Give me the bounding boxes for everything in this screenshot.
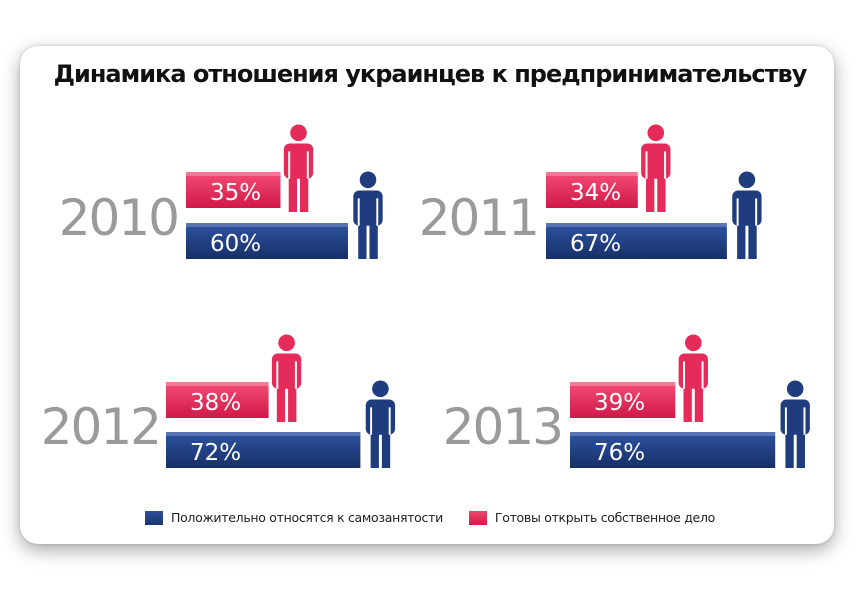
person-ready-icon-2013	[678, 334, 708, 422]
legend-item-positive: Положительно относятся к самозанятости	[144, 510, 443, 525]
bar-ready-highlight-2013	[570, 382, 676, 386]
bar-positive-highlight-2012	[166, 432, 361, 436]
person-positive-icon-2013	[780, 380, 810, 468]
bar-positive-highlight-2013	[570, 432, 776, 436]
label-positive-2011: 67%	[570, 231, 621, 257]
label-ready-2013: 39%	[594, 390, 645, 416]
legend-label-ready: Готовы открыть собственное дело	[494, 510, 715, 525]
bar-ready-2010	[186, 172, 281, 208]
bar-ready-highlight-2010	[186, 172, 281, 176]
bar-positive-2012	[166, 432, 361, 468]
bar-positive-2010	[186, 223, 348, 259]
legend-label-positive: Положительно относятся к самозанятости	[170, 510, 443, 525]
bar-ready-2012	[166, 382, 269, 418]
bar-positive-2013	[570, 432, 776, 468]
legend-swatch-ready	[468, 510, 487, 525]
bar-ready-2013	[570, 382, 676, 418]
legend-item-ready: Готовы открыть собственное дело	[468, 510, 715, 525]
label-positive-2010: 60%	[210, 231, 261, 257]
label-positive-2013: 76%	[594, 440, 645, 466]
bar-positive-highlight-2010	[186, 223, 348, 227]
bar-ready-highlight-2012	[166, 382, 269, 386]
person-positive-icon-2012	[365, 380, 396, 468]
year-label-2011: 2011	[419, 189, 538, 247]
legend-swatch-positive	[144, 510, 163, 525]
bar-ready-highlight-2011	[546, 172, 638, 176]
bar-ready-2011	[546, 172, 638, 208]
label-ready-2010: 35%	[210, 180, 261, 206]
year-label-2013: 2013	[443, 398, 562, 456]
legend: Положительно относятся к самозанятости Г…	[0, 510, 860, 525]
bar-positive-highlight-2011	[546, 223, 727, 227]
person-ready-icon-2012	[271, 334, 302, 422]
label-positive-2012: 72%	[190, 440, 241, 466]
label-ready-2012: 38%	[190, 390, 241, 416]
year-label-2012: 2012	[41, 398, 160, 456]
chart-title: Динамика отношения украинцев к предприни…	[53, 60, 808, 88]
person-positive-icon-2011	[732, 171, 762, 259]
label-ready-2011: 34%	[570, 180, 621, 206]
person-ready-icon-2010	[283, 124, 314, 212]
year-label-2010: 2010	[59, 189, 178, 247]
person-positive-icon-2010	[353, 171, 383, 259]
person-ready-icon-2011	[641, 124, 671, 212]
bar-positive-2011	[546, 223, 727, 259]
